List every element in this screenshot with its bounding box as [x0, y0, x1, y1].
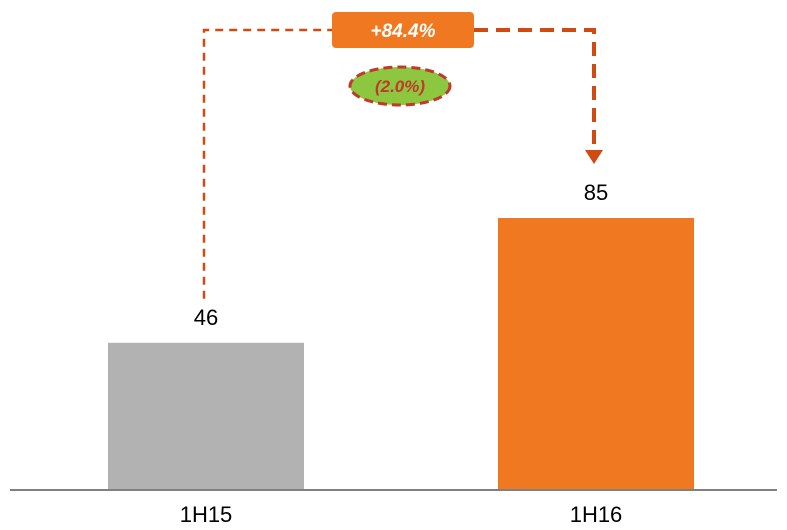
sub-growth-badge: [348, 65, 452, 107]
bars-group: [108, 218, 694, 490]
arrow-head-icon: [585, 150, 603, 164]
growth-connector-left: [202, 28, 332, 299]
sub-growth-badge-label: (2.0%): [375, 77, 425, 96]
growth-badge: [332, 12, 474, 48]
data-label-1H16: 85: [584, 180, 608, 205]
growth-badge-label: +84.4%: [371, 21, 436, 42]
bar-1H15: [108, 342, 304, 490]
growth-connector-right: [474, 28, 596, 152]
data-label-1H15: 46: [194, 305, 218, 330]
x-tick-label-1H16: 1H16: [570, 502, 623, 527]
x-tick-label-1H15: 1H15: [180, 502, 233, 527]
bar-1H16: [498, 218, 694, 490]
